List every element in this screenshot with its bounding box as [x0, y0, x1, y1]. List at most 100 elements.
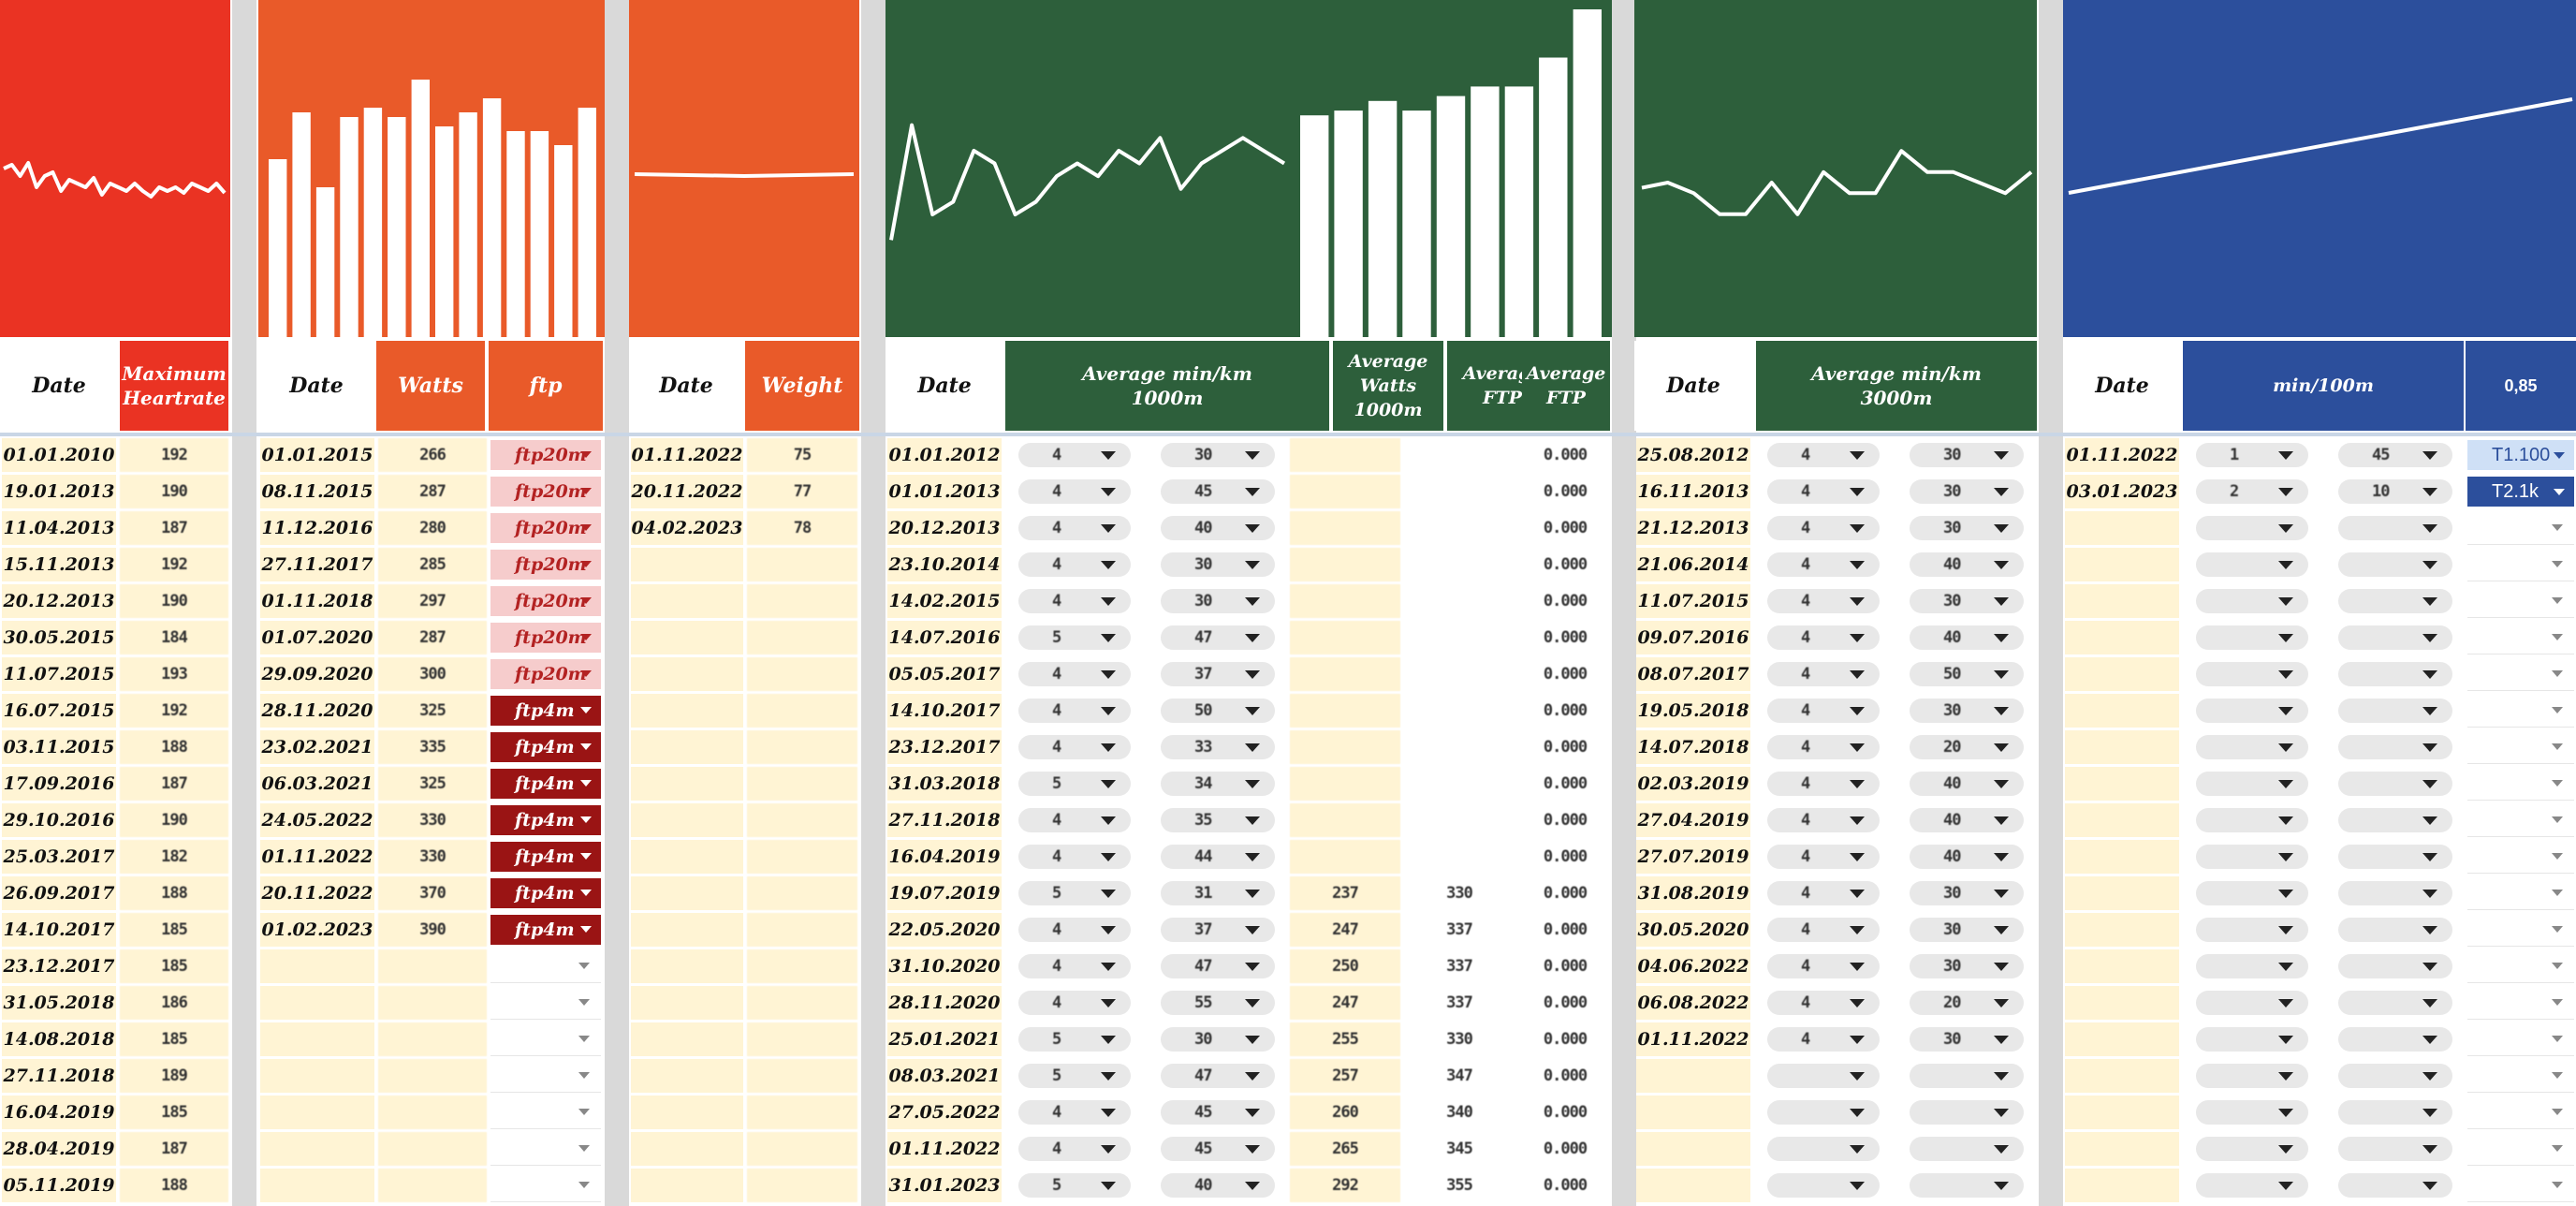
ftp-select[interactable] [490, 1022, 601, 1056]
swim-type-select[interactable] [2467, 657, 2574, 691]
swim-sec-select[interactable] [2338, 1100, 2452, 1125]
run3000-min-select[interactable]: 4 [1767, 845, 1880, 869]
run3000-min-select[interactable]: 4 [1767, 1027, 1880, 1052]
run1000-sec-select[interactable]: 45 [1161, 1137, 1275, 1161]
swim-type-select[interactable] [2467, 621, 2574, 654]
ftp-select[interactable]: ftp20m [490, 550, 601, 580]
swim-type-select[interactable] [2467, 1096, 2574, 1129]
run3000-sec-select[interactable]: 20 [1910, 991, 2024, 1015]
run3000-sec-select[interactable] [1910, 1064, 2024, 1088]
run1000-min-select[interactable]: 5 [1018, 1173, 1131, 1198]
swim-type-select[interactable] [2467, 876, 2574, 910]
swim-min-select[interactable] [2196, 1173, 2308, 1198]
ftp-select[interactable] [490, 1132, 601, 1166]
swim-type-select[interactable] [2467, 1022, 2574, 1056]
swim-type-select[interactable] [2467, 511, 2574, 545]
swim-sec-select[interactable] [2338, 625, 2452, 650]
swim-type-select[interactable] [2467, 548, 2574, 581]
run1000-min-select[interactable]: 4 [1018, 1137, 1131, 1161]
run1000-min-select[interactable]: 4 [1018, 699, 1131, 723]
swim-min-select[interactable]: 2 [2196, 479, 2308, 504]
swim-type-select[interactable] [2467, 840, 2574, 874]
swim-min-select[interactable] [2196, 1100, 2308, 1125]
ftp-select[interactable]: ftp4m [490, 769, 601, 799]
run3000-sec-select[interactable]: 30 [1910, 699, 2024, 723]
swim-min-select[interactable] [2196, 662, 2308, 686]
run1000-sec-select[interactable]: 30 [1161, 552, 1275, 577]
run1000-sec-select[interactable]: 30 [1161, 1027, 1275, 1052]
run3000-sec-select[interactable]: 30 [1910, 443, 2024, 467]
run1000-sec-select[interactable]: 45 [1161, 479, 1275, 504]
run3000-sec-select[interactable]: 30 [1910, 516, 2024, 540]
run3000-min-select[interactable] [1767, 1100, 1880, 1125]
run1000-sec-select[interactable]: 50 [1161, 699, 1275, 723]
run1000-min-select[interactable]: 4 [1018, 1100, 1131, 1125]
run3000-sec-select[interactable]: 30 [1910, 589, 2024, 613]
ftp-select[interactable]: ftp20m [490, 623, 601, 653]
swim-sec-select[interactable] [2338, 735, 2452, 759]
swim-sec-select[interactable] [2338, 1064, 2452, 1088]
ftp-select[interactable]: ftp4m [490, 842, 601, 872]
swim-min-select[interactable] [2196, 516, 2308, 540]
swim-sec-select[interactable] [2338, 772, 2452, 796]
run3000-sec-select[interactable]: 40 [1910, 808, 2024, 832]
run1000-sec-select[interactable]: 47 [1161, 625, 1275, 650]
run3000-min-select[interactable]: 4 [1767, 479, 1880, 504]
run1000-sec-select[interactable]: 40 [1161, 1173, 1275, 1198]
swim-min-select[interactable] [2196, 918, 2308, 942]
swim-min-select[interactable] [2196, 552, 2308, 577]
swim-sec-select[interactable] [2338, 699, 2452, 723]
swim-sec-select[interactable] [2338, 881, 2452, 905]
swim-min-select[interactable] [2196, 954, 2308, 978]
run3000-sec-select[interactable] [1910, 1137, 2024, 1161]
swim-type-select[interactable] [2467, 730, 2574, 764]
run3000-sec-select[interactable] [1910, 1100, 2024, 1125]
swim-type-select[interactable] [2467, 584, 2574, 618]
swim-min-select[interactable] [2196, 735, 2308, 759]
swim-min-select[interactable] [2196, 772, 2308, 796]
swim-min-select[interactable] [2196, 625, 2308, 650]
run3000-min-select[interactable]: 4 [1767, 443, 1880, 467]
swim-type-select[interactable] [2467, 986, 2574, 1020]
swim-sec-select[interactable] [2338, 1137, 2452, 1161]
swim-type-select[interactable] [2467, 1132, 2574, 1166]
swim-min-select[interactable] [2196, 1137, 2308, 1161]
run3000-sec-select[interactable]: 50 [1910, 662, 2024, 686]
run3000-sec-select[interactable]: 30 [1910, 918, 2024, 942]
swim-type-select[interactable]: T1.100 [2467, 440, 2574, 470]
swim-sec-select[interactable] [2338, 991, 2452, 1015]
swim-sec-select[interactable] [2338, 1027, 2452, 1052]
run3000-sec-select[interactable]: 30 [1910, 954, 2024, 978]
swim-sec-select[interactable] [2338, 589, 2452, 613]
run1000-sec-select[interactable]: 30 [1161, 443, 1275, 467]
run3000-min-select[interactable]: 4 [1767, 589, 1880, 613]
run3000-min-select[interactable]: 4 [1767, 881, 1880, 905]
run1000-min-select[interactable]: 4 [1018, 954, 1131, 978]
run3000-sec-select[interactable]: 30 [1910, 881, 2024, 905]
run1000-min-select[interactable]: 4 [1018, 443, 1131, 467]
ftp-select[interactable] [490, 949, 601, 983]
swim-min-select[interactable] [2196, 1027, 2308, 1052]
run3000-sec-select[interactable]: 30 [1910, 1027, 2024, 1052]
run3000-sec-select[interactable]: 20 [1910, 735, 2024, 759]
ftp-select[interactable]: ftp4m [490, 732, 601, 762]
ftp-select[interactable]: ftp20m [490, 513, 601, 543]
run3000-sec-select[interactable]: 30 [1910, 479, 2024, 504]
ftp-select[interactable] [490, 1059, 601, 1093]
run1000-sec-select[interactable]: 55 [1161, 991, 1275, 1015]
run1000-min-select[interactable]: 4 [1018, 845, 1131, 869]
swim-type-select[interactable]: T2.1k [2467, 477, 2574, 507]
ftp-select[interactable]: ftp4m [490, 915, 601, 945]
swim-sec-select[interactable] [2338, 516, 2452, 540]
run1000-min-select[interactable]: 4 [1018, 589, 1131, 613]
ftp-select[interactable]: ftp4m [490, 805, 601, 835]
ftp-select[interactable] [490, 1169, 601, 1202]
ftp-select[interactable]: ftp4m [490, 696, 601, 726]
swim-type-select[interactable] [2467, 1059, 2574, 1093]
run1000-min-select[interactable]: 4 [1018, 808, 1131, 832]
run1000-sec-select[interactable]: 30 [1161, 589, 1275, 613]
swim-min-select[interactable] [2196, 1064, 2308, 1088]
run3000-min-select[interactable] [1767, 1064, 1880, 1088]
swim-type-select[interactable] [2467, 694, 2574, 728]
swim-type-select[interactable] [2467, 913, 2574, 947]
